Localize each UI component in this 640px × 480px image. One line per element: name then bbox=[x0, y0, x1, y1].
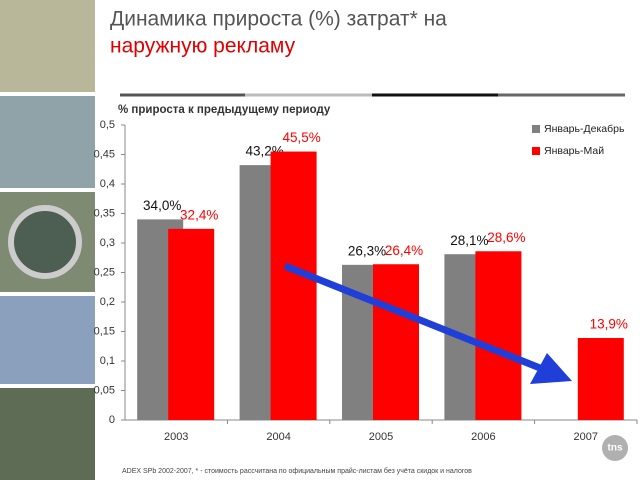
legend-label: Январь-Май bbox=[544, 145, 604, 157]
y-tick-label: 0,4 bbox=[100, 178, 115, 190]
y-tick-label: 0,5 bbox=[100, 119, 115, 131]
photo bbox=[0, 0, 95, 92]
y-tick-label: 0,2 bbox=[100, 296, 115, 308]
photo bbox=[0, 388, 95, 480]
y-tick-label: 0,45 bbox=[94, 148, 115, 160]
title: Динамика прироста (%) затрат* на bbox=[110, 8, 447, 31]
value-label: 26,4% bbox=[385, 243, 423, 258]
plot: 0 0,05 0,1 0,15 0,2 0,25 0,3 0,35 0,4 0,45 0,5 2003… bbox=[94, 119, 638, 443]
value-label: 28,6% bbox=[487, 230, 525, 245]
value-label: 34,0% bbox=[143, 198, 181, 213]
photo-strip bbox=[0, 0, 95, 480]
y-tick-label: 0,25 bbox=[94, 266, 115, 278]
value-label: 32,4% bbox=[180, 207, 218, 222]
y-tick-label: 0,15 bbox=[94, 325, 115, 337]
x-tick-label: 2006 bbox=[471, 431, 495, 443]
arrow-shaft bbox=[283, 262, 542, 372]
legend-swatch bbox=[532, 125, 540, 133]
x-tick-label: 2004 bbox=[266, 431, 290, 443]
subtitle: % прироста к предыдущему периоду bbox=[118, 104, 331, 116]
bar bbox=[475, 251, 522, 420]
footnote: ADEX SPb 2002-2007, * - стоимость рассчи… bbox=[122, 467, 472, 475]
logo: tns bbox=[608, 443, 623, 454]
x-tick-label: 2005 bbox=[369, 431, 393, 443]
arrow-head bbox=[530, 353, 572, 384]
logo-badge bbox=[602, 435, 628, 461]
y-tick-label: 0,05 bbox=[94, 384, 115, 396]
y-tick-label: 0,35 bbox=[94, 207, 115, 219]
x-tick-label: 2007 bbox=[574, 431, 598, 443]
value-label: 28,1% bbox=[450, 233, 488, 248]
x-tick-label: 2003 bbox=[164, 431, 188, 443]
value-label: 45,5% bbox=[282, 130, 320, 145]
value-label: 26,3% bbox=[348, 243, 386, 258]
y-tick-label: 0,3 bbox=[100, 237, 115, 249]
bar bbox=[270, 151, 317, 421]
y-tick-label: 0,1 bbox=[100, 355, 115, 367]
bar bbox=[373, 264, 419, 420]
photo bbox=[0, 296, 95, 384]
bar bbox=[577, 337, 624, 420]
legend-label: Январь-Декабрь bbox=[544, 123, 625, 135]
title: наружную рекламу bbox=[110, 35, 296, 58]
photo bbox=[8, 205, 82, 279]
trend-arrow bbox=[283, 262, 572, 384]
y-tick-label: 0 bbox=[109, 414, 115, 426]
photo bbox=[0, 96, 95, 188]
value-label: 13,9% bbox=[590, 317, 628, 332]
bar bbox=[168, 228, 215, 420]
legend-swatch bbox=[532, 147, 540, 155]
